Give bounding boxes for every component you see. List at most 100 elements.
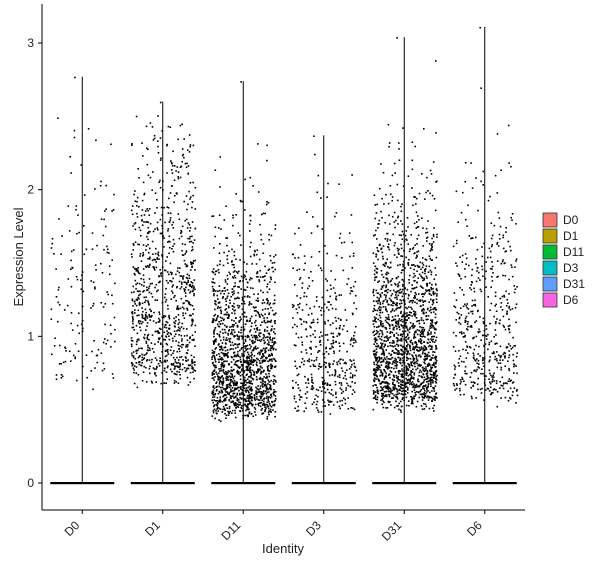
data-point [249,401,252,404]
data-point [251,353,253,356]
data-point [231,409,234,412]
data-point [313,360,315,362]
data-point [145,296,147,298]
data-point [243,274,246,276]
data-point [377,331,379,333]
data-point [270,411,272,413]
data-point [293,344,296,346]
data-point [241,373,244,376]
data-point [186,367,188,370]
data-point [213,405,215,408]
data-point [328,401,330,403]
data-point [275,312,277,314]
data-point [260,350,262,353]
data-point [160,275,162,277]
data-point [274,365,277,368]
data-point [184,295,187,297]
data-point [141,314,144,317]
data-point [174,367,176,370]
data-point [303,292,306,294]
data-point [132,367,135,369]
data-point [293,397,296,400]
data-point [400,338,402,340]
data-point [186,277,189,280]
data-point [465,328,468,330]
data-point [247,362,250,364]
data-point [425,391,428,393]
data-point [306,335,308,338]
data-point [415,257,417,259]
data-point [219,391,221,394]
data-point [303,320,305,323]
data-point [422,287,424,289]
data-point [500,355,503,357]
data-point [269,358,272,361]
data-point [244,335,247,338]
data-point [136,212,138,215]
data-point [432,233,435,236]
data-point [392,339,394,342]
data-point [428,265,431,268]
data-point [59,344,61,347]
data-point [386,318,388,320]
data-point [315,359,318,361]
data-point [378,359,381,362]
data-point [420,342,423,345]
data-point [267,397,269,399]
data-point [312,382,314,384]
data-point [256,398,258,400]
data-point [413,389,416,391]
data-point [91,350,93,353]
data-point [348,368,351,370]
data-point [412,324,414,327]
data-point [335,298,338,301]
data-point [184,263,187,265]
data-point [187,344,189,346]
data-point [374,234,376,236]
data-point [154,212,156,214]
data-point [311,312,313,315]
data-point [323,303,326,306]
data-point [436,374,438,377]
data-point [423,361,425,364]
data-point [181,322,184,325]
data-point [149,176,152,179]
data-point [244,275,247,278]
data-point [426,334,429,336]
data-point [413,297,415,299]
data-point [226,244,228,247]
data-point [262,378,264,380]
data-point [215,381,218,383]
data-point [231,331,233,333]
data-point [219,355,221,358]
data-point [328,374,331,377]
data-point [268,320,271,323]
data-point [161,372,163,374]
data-point [154,371,156,374]
data-point [263,301,266,304]
data-point [267,202,270,204]
data-point [430,333,432,335]
data-point [317,368,320,370]
data-point [355,369,358,372]
data-point [427,386,429,388]
data-point [221,375,224,377]
data-point [427,332,430,335]
data-point [481,268,484,271]
data-point [226,283,229,285]
data-point [407,317,410,319]
data-point [176,370,178,373]
data-point [181,160,183,163]
data-point [374,279,376,281]
data-point [145,353,147,356]
data-point [247,353,250,356]
data-point [508,369,511,372]
data-point [327,309,330,311]
data-point [157,289,159,292]
data-point [372,393,375,395]
data-point [470,387,472,389]
data-point [240,331,242,334]
data-point [316,400,319,403]
data-point [422,386,424,388]
data-point [435,328,437,331]
